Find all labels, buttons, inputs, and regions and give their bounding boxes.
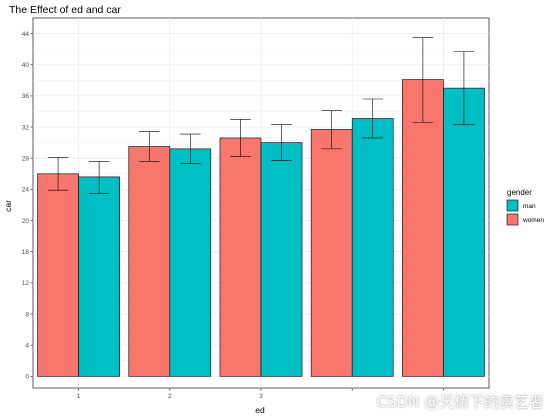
chart-title: The Effect of ed and car	[9, 4, 121, 16]
x-tick-label: 2	[168, 393, 172, 400]
legend: gender man women	[506, 188, 544, 226]
error-bars	[47, 37, 475, 194]
bars	[37, 79, 485, 377]
legend-title: gender	[507, 188, 532, 197]
bar-man-1	[78, 176, 120, 377]
legend-label-man: man	[523, 203, 536, 210]
bar-women-3	[219, 137, 262, 377]
y-tick-label: 32	[22, 124, 30, 131]
bar-man-3	[260, 142, 303, 377]
bar-man-5	[443, 87, 485, 377]
y-tick-label: 16	[22, 249, 30, 256]
bar-women-2	[128, 146, 171, 377]
y-tick-label: 12	[22, 280, 30, 287]
legend-label-women: women	[522, 217, 544, 224]
x-axis: 1 2 3	[77, 388, 444, 400]
y-tick-label: 36	[22, 93, 30, 100]
x-tick-label: 3	[259, 393, 263, 400]
x-tick-label: 1	[77, 393, 81, 400]
legend-key-women	[506, 213, 519, 226]
y-axis-title: car	[3, 200, 13, 212]
y-tick-label: 20	[22, 218, 30, 225]
legend-key-man	[506, 199, 519, 212]
y-tick-label: 40	[22, 62, 30, 69]
x-axis-title: ed	[255, 405, 265, 415]
bar-man-4	[351, 118, 394, 377]
y-tick-label: 8	[25, 311, 29, 318]
y-tick-label: 28	[22, 156, 30, 163]
y-tick-label: 0	[25, 374, 29, 381]
bar-man-2	[169, 148, 212, 377]
bar-women-1	[37, 173, 79, 377]
y-axis: 0 4 8 12 16 20 24 28 32 36 40 44	[22, 31, 33, 381]
y-tick-label: 4	[25, 342, 29, 349]
y-tick-label: 24	[22, 187, 30, 194]
y-tick-label: 44	[22, 31, 30, 38]
bar-women-5	[402, 79, 444, 377]
watermark: CSDN @天桥下的卖艺者	[376, 393, 544, 411]
bar-women-4	[310, 129, 353, 377]
